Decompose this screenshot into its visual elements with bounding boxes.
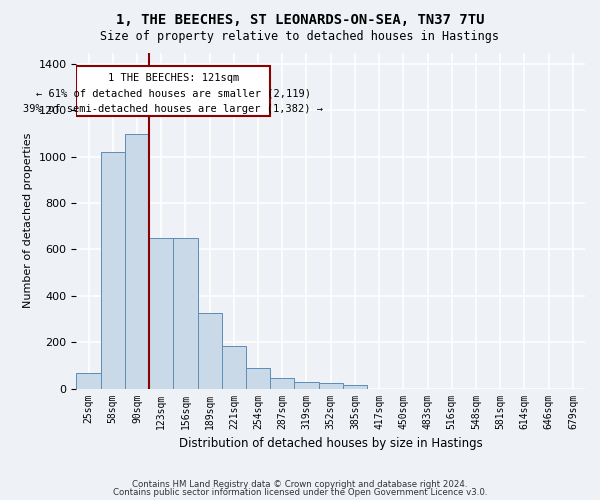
Bar (149, 238, 173, 388)
Y-axis label: Number of detached properties: Number of detached properties (23, 133, 33, 308)
Text: 39% of semi-detached houses are larger (1,382) →: 39% of semi-detached houses are larger (… (23, 104, 323, 115)
Bar (246, 368, 270, 388)
Bar (270, 378, 295, 388)
Bar (343, 384, 367, 388)
Text: 1, THE BEECHES, ST LEONARDS-ON-SEA, TN37 7TU: 1, THE BEECHES, ST LEONARDS-ON-SEA, TN37… (116, 12, 484, 26)
Text: ← 61% of detached houses are smaller (2,119): ← 61% of detached houses are smaller (2,… (36, 88, 311, 99)
Bar (76, 374, 101, 388)
Text: 1 THE BEECHES: 121sqm: 1 THE BEECHES: 121sqm (107, 73, 239, 83)
Bar (125, 134, 149, 388)
Bar (222, 346, 246, 389)
Text: Contains HM Land Registry data © Crown copyright and database right 2024.: Contains HM Land Registry data © Crown c… (132, 480, 468, 489)
Bar (101, 152, 125, 388)
Bar (295, 382, 319, 388)
Bar (76, 66, 270, 116)
Text: Size of property relative to detached houses in Hastings: Size of property relative to detached ho… (101, 30, 499, 43)
Text: Contains public sector information licensed under the Open Government Licence v3: Contains public sector information licen… (113, 488, 487, 497)
Bar (197, 313, 222, 388)
Bar (319, 383, 343, 388)
X-axis label: Distribution of detached houses by size in Hastings: Distribution of detached houses by size … (179, 437, 482, 450)
Bar (173, 238, 197, 388)
